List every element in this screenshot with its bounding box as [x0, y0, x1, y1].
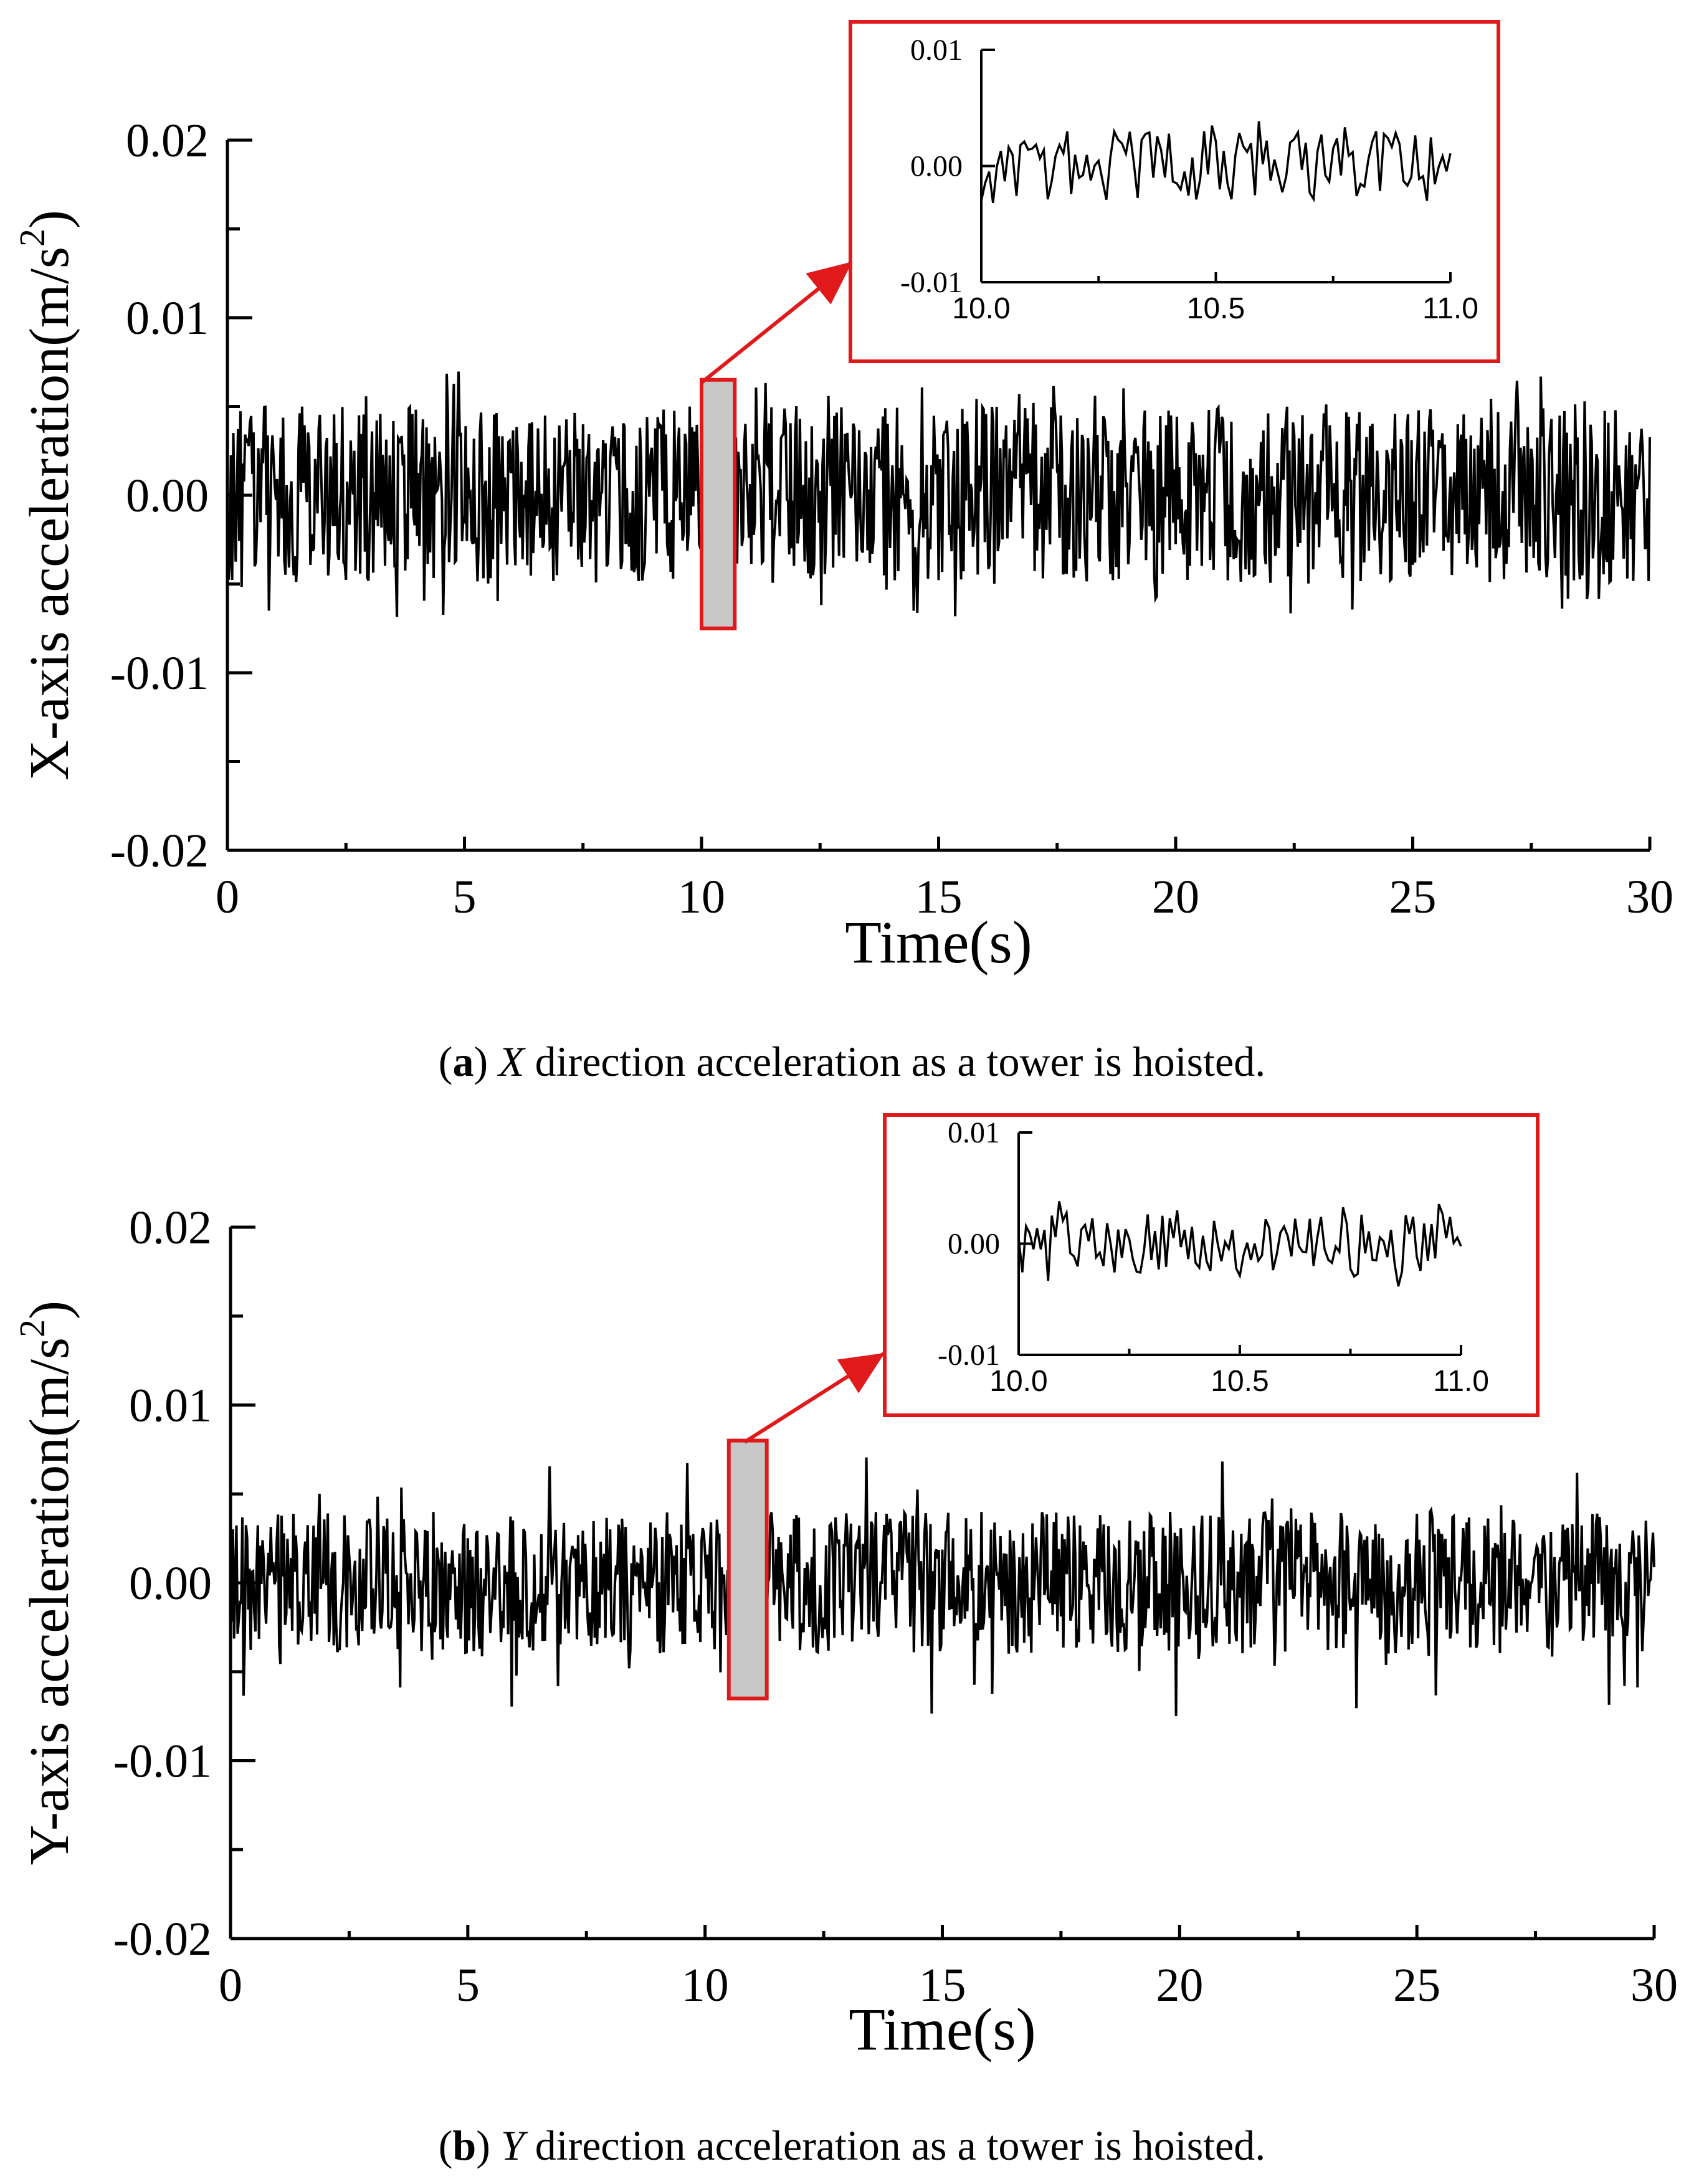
caption-b-label: b	[452, 2122, 477, 2169]
inset-x-tick-label: 11.0	[1422, 292, 1478, 325]
x-tick-label: 5	[456, 1959, 480, 2011]
inset-series-line	[980, 121, 1452, 204]
x-tick-label: 15	[919, 1959, 966, 2011]
y-tick-label: 0.02	[129, 1202, 212, 1254]
inset-y-tick-label: 0.00	[910, 150, 963, 183]
zoom-arrow-head	[806, 262, 852, 305]
x-tick-label: 30	[1626, 871, 1673, 923]
series-line-b	[229, 1457, 1655, 1716]
y-tick-label: 0.02	[126, 115, 209, 167]
x-tick-label: 0	[219, 1959, 242, 2011]
inset-y-tick-label: 0.00	[948, 1228, 1000, 1261]
caption-b-text: direction acceleration as a tower is hoi…	[524, 2122, 1266, 2169]
x-axis-label: Time(s)	[849, 1996, 1036, 2063]
y-tick-label: -0.01	[110, 647, 209, 700]
caption-a-axis: X	[498, 1038, 525, 1085]
y-tick-label: 0.01	[126, 292, 209, 344]
inset-x-tick-label: 10.0	[989, 1365, 1047, 1398]
highlight-region-b	[726, 1438, 769, 1701]
y-axis-label: Y-axis acceleration(m/s2)	[12, 1301, 80, 1865]
inset-y-tick-label: -0.01	[900, 266, 963, 299]
y-axis-label-close: )	[19, 210, 80, 229]
x-tick-label: 0	[216, 871, 239, 923]
y-tick-label: -0.02	[113, 1913, 212, 1965]
inset-y-tick-label: -0.01	[938, 1339, 1000, 1372]
inset-y-tick-label: 0.01	[948, 1116, 1000, 1149]
panel-b-chart: 0 5 10 15 20 25 30 0.02 0.01 0.00 -0.01 -0.02 Time(s…	[12, 1113, 1678, 2063]
y-tick-label: -0.01	[113, 1735, 212, 1788]
caption-a-text: direction acceleration as a tower is hoi…	[524, 1038, 1266, 1085]
zoom-arrow-head	[837, 1353, 885, 1393]
series-line-a	[226, 371, 1651, 617]
x-tick-label: 10	[682, 1959, 729, 2011]
x-tick-label: 15	[915, 871, 963, 923]
y-axis-label-sup: 2	[12, 229, 52, 247]
caption-a-label: a	[452, 1038, 474, 1085]
inset-frame	[849, 20, 1500, 363]
y-tick-label: 0.01	[129, 1380, 212, 1432]
y-tick-label: 0.00	[129, 1557, 212, 1610]
y-tick-label: -0.02	[110, 825, 209, 877]
caption-a: (a) X direction acceleration as a tower …	[438, 1038, 1266, 1085]
y-axis-label-sup: 2	[12, 1319, 52, 1337]
x-tick-label: 20	[1156, 1959, 1203, 2011]
caption-b: (b) Y direction acceleration as a tower …	[438, 2122, 1266, 2169]
y-tick-label: 0.00	[126, 470, 209, 522]
x-tick-label: 20	[1152, 871, 1199, 923]
inset-x-tick-label: 10.0	[952, 292, 1010, 325]
y-axis-label-main: X-axis acceleration(m/s	[19, 247, 80, 781]
inset-x-tick-label: 11.0	[1433, 1365, 1489, 1398]
panel-a-chart: 0 5 10 15 20 25 30 0.02 0.01 0.00 -0.01 -0.02 Time(s…	[12, 20, 1673, 976]
x-tick-label: 30	[1630, 1959, 1678, 2011]
inset-x-tick-label: 10.5	[1187, 292, 1245, 325]
x-tick-label: 5	[453, 871, 477, 923]
y-axis-label: X-axis acceleration(m/s2)	[12, 210, 80, 781]
y-axis-label-main: Y-axis acceleration(m/s	[19, 1337, 80, 1865]
inset-series-line	[1017, 1201, 1462, 1287]
x-tick-label: 25	[1393, 1959, 1440, 2011]
inset-y-tick-label: 0.01	[910, 34, 963, 67]
x-tick-label: 25	[1389, 871, 1437, 923]
x-tick-label: 10	[678, 871, 725, 923]
x-axis-label: Time(s)	[845, 909, 1032, 976]
caption-b-axis: Y	[500, 2122, 525, 2169]
y-axis-label-close: )	[19, 1301, 80, 1319]
highlight-region-a	[700, 377, 737, 630]
inset-x-tick-label: 10.5	[1211, 1365, 1268, 1398]
